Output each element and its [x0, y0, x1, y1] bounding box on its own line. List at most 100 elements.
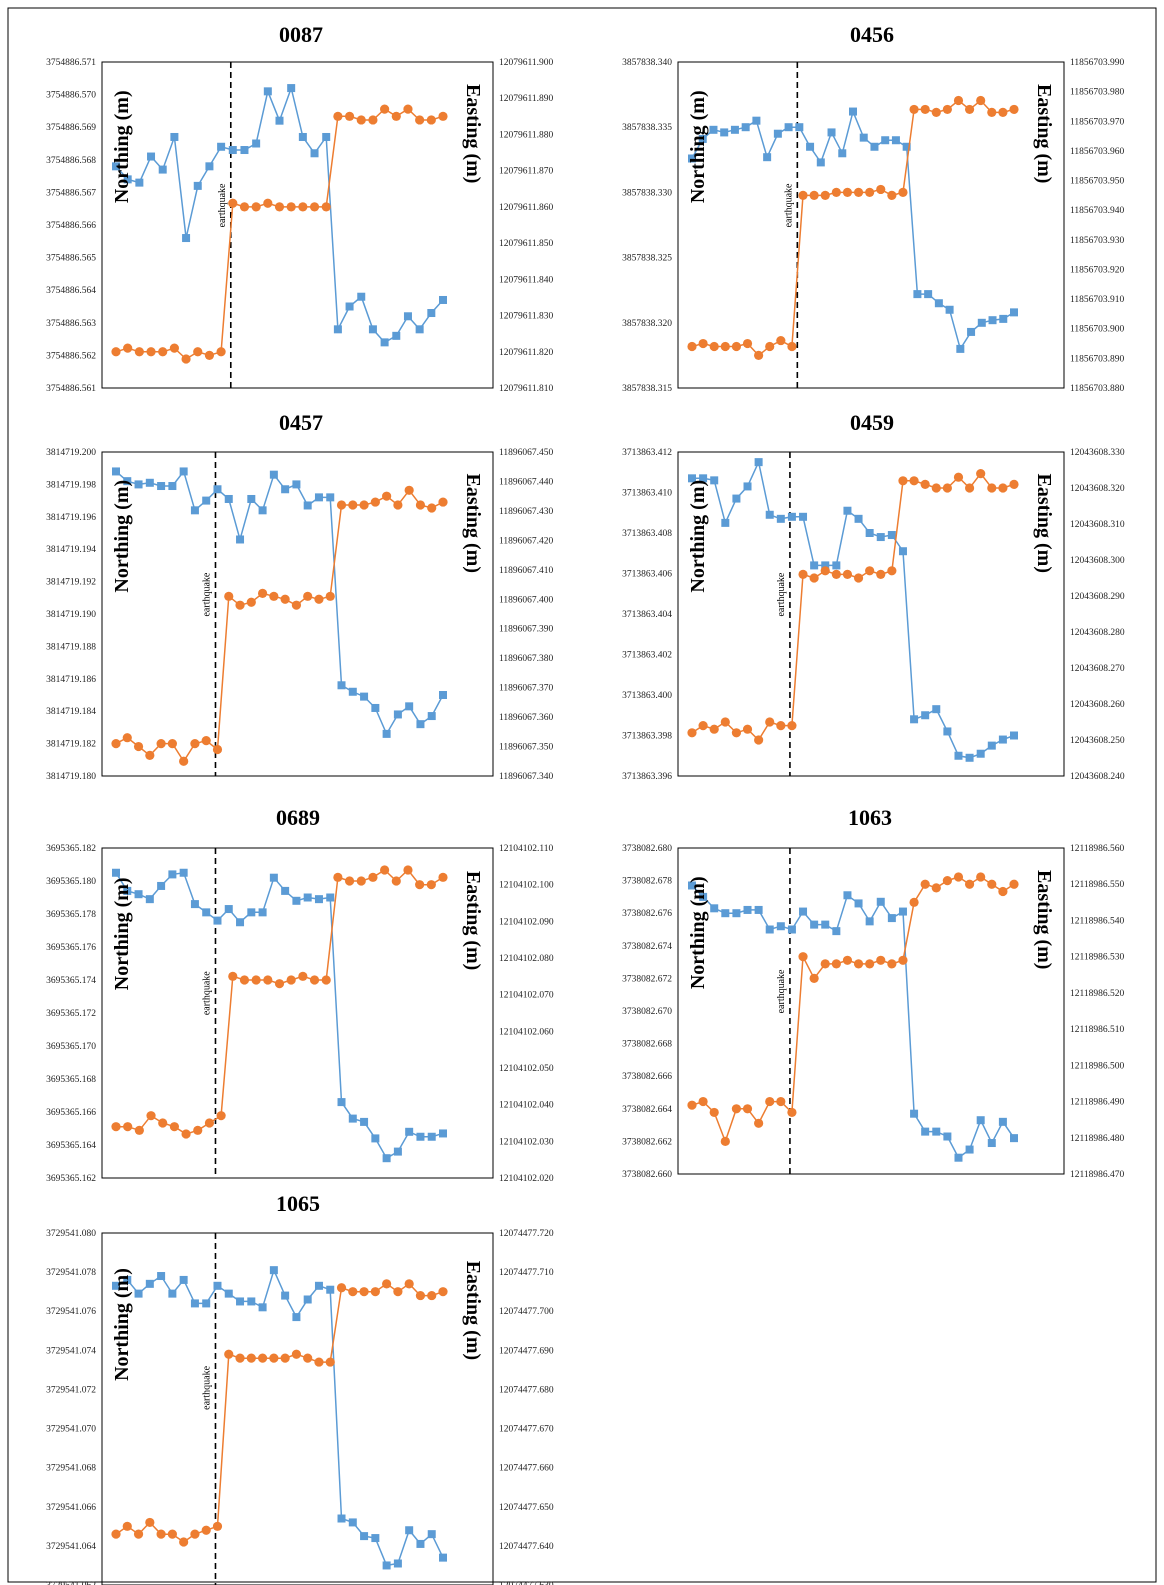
- y2-tick-label: 12043608.280: [1070, 628, 1125, 638]
- easting-point: [251, 202, 261, 212]
- easting-point: [1009, 879, 1019, 889]
- figure-border: [7, 7, 1157, 1583]
- easting-point: [251, 975, 261, 985]
- plot-frame: [101, 61, 494, 389]
- northing-point: [688, 154, 696, 163]
- northing-point: [1010, 731, 1018, 740]
- y-tick-label: 3695365.172: [46, 1009, 96, 1019]
- easting-point: [720, 1136, 730, 1146]
- northing-point: [314, 1281, 323, 1290]
- y-tick-label: 3814719.182: [46, 740, 96, 750]
- northing-point: [322, 132, 331, 141]
- easting-point: [909, 897, 919, 907]
- y2-tick-label: 12104102.100: [499, 881, 554, 891]
- northing-point: [988, 316, 997, 325]
- easting-point: [333, 111, 343, 121]
- northing-point: [240, 146, 249, 155]
- easting-point: [246, 1353, 256, 1363]
- northing-point: [382, 1561, 391, 1570]
- northing-point: [870, 142, 879, 151]
- northing-point: [158, 165, 167, 174]
- northing-point: [732, 494, 741, 503]
- easting-point: [754, 1118, 764, 1128]
- y2-tick-label: 12118986.470: [1070, 1170, 1125, 1180]
- y-tick-label: 3754886.567: [46, 188, 96, 198]
- y-tick-label: 3754886.565: [46, 254, 96, 264]
- northing-point: [263, 87, 272, 96]
- easting-point: [987, 879, 997, 889]
- easting-point: [344, 111, 355, 121]
- y2-tick-label: 12074477.630: [499, 1581, 554, 1585]
- earthquake-label: earthquake: [201, 1365, 212, 1409]
- easting-point: [145, 1517, 155, 1528]
- northing-point: [910, 715, 919, 724]
- easting-point: [122, 733, 132, 743]
- y2-tick-label: 12079611.860: [499, 203, 554, 213]
- northing-point: [393, 1147, 402, 1156]
- northing-point: [838, 149, 847, 158]
- easting-point: [865, 959, 875, 969]
- easting-point: [291, 600, 302, 610]
- easting-point: [370, 1287, 380, 1297]
- chart-title: 1065: [276, 1191, 320, 1216]
- northing-point: [954, 1153, 963, 1162]
- northing-point: [326, 493, 335, 502]
- y2-tick-label: 12074477.700: [499, 1307, 554, 1317]
- easting-point: [942, 876, 952, 886]
- northing-point: [157, 482, 166, 491]
- y-tick-label: 3729541.076: [46, 1307, 96, 1317]
- northing-point: [303, 501, 312, 510]
- easting-point: [976, 469, 986, 479]
- y-tick-label: 3857838.320: [622, 319, 672, 329]
- easting-point: [286, 202, 296, 212]
- northing-point: [752, 116, 761, 125]
- y2-tick-label: 12079611.870: [499, 167, 554, 177]
- northing-point: [269, 873, 278, 882]
- y-tick-label: 3738082.670: [622, 1007, 672, 1017]
- y2-axis-label: Easting (m): [1033, 474, 1055, 573]
- easting-point: [698, 1096, 708, 1107]
- easting-point: [224, 1349, 234, 1359]
- northing-point: [416, 1539, 425, 1548]
- northing-point: [427, 712, 436, 721]
- northing-point: [405, 702, 414, 711]
- y-tick-label: 3695365.170: [46, 1042, 96, 1052]
- northing-point: [360, 1117, 369, 1126]
- y2-axis-label: Easting (m): [462, 1261, 484, 1360]
- y-axis-label: Northing (m): [687, 876, 709, 989]
- y2-tick-label: 12043608.300: [1070, 556, 1125, 566]
- y-tick-label: 3713863.404: [622, 610, 672, 620]
- northing-point: [843, 891, 852, 900]
- northing-point: [134, 1289, 143, 1298]
- easting-point: [931, 483, 941, 493]
- northing-point: [269, 1266, 278, 1275]
- northing-point: [720, 128, 729, 137]
- northing-point: [145, 895, 154, 904]
- y-tick-label: 3814719.186: [46, 675, 96, 685]
- easting-point: [179, 1537, 189, 1547]
- y-tick-label: 3754886.566: [46, 221, 96, 231]
- easting-point: [280, 1353, 290, 1363]
- y2-tick-label: 12074477.640: [499, 1542, 554, 1552]
- easting-point: [898, 476, 908, 486]
- easting-point: [393, 1287, 403, 1297]
- northing-point: [281, 886, 290, 895]
- northing-point: [741, 123, 750, 132]
- northing-point: [292, 1313, 301, 1322]
- y2-tick-label: 12104102.020: [499, 1174, 554, 1184]
- y2-tick-label: 11856703.950: [1070, 177, 1125, 187]
- y-tick-label: 3754886.568: [46, 156, 96, 166]
- northing-point: [921, 711, 930, 720]
- easting-point: [698, 338, 708, 349]
- easting-point: [831, 569, 841, 580]
- easting-point: [156, 1529, 166, 1539]
- easting-point: [931, 883, 941, 893]
- easting-point: [865, 566, 875, 576]
- easting-point: [776, 1096, 786, 1107]
- northing-point: [821, 920, 830, 929]
- easting-point: [731, 1104, 742, 1114]
- y-tick-label: 3754886.571: [46, 58, 96, 68]
- y-tick-label: 3729541.066: [46, 1503, 96, 1513]
- northing-point: [987, 741, 996, 750]
